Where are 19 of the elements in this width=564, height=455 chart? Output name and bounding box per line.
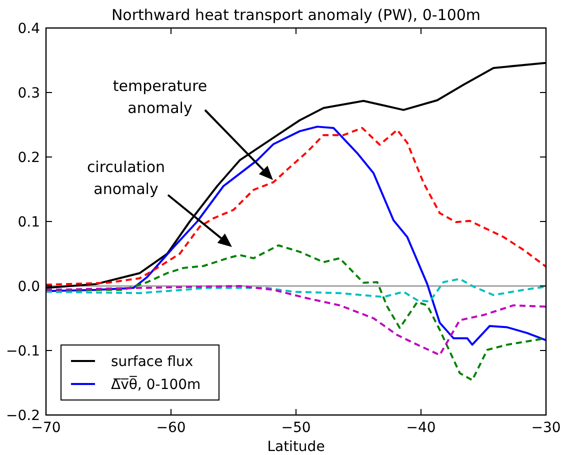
x-tick-label: −30 <box>531 420 561 436</box>
x-tick-label: −60 <box>156 420 186 436</box>
annotation: circulation anomaly <box>86 158 166 198</box>
chart-title: Northward heat transport anomaly (PW), 0-100m <box>111 6 481 24</box>
line-series <box>46 126 546 286</box>
y-tick-label: 0.3 <box>18 85 40 102</box>
y-tick-label: 0.2 <box>18 150 40 166</box>
x-tick-label: −50 <box>281 420 311 436</box>
x-tick-label: −40 <box>406 420 436 436</box>
y-tick-label: −0.1 <box>6 343 40 360</box>
x-axis-title: Latitude <box>267 439 325 455</box>
legend-label: Δ̅v̅θ̅, 0-100m <box>111 375 201 393</box>
y-tick-label: 0.4 <box>18 20 40 37</box>
y-tick-label: 0.0 <box>18 278 40 295</box>
annotation: temperature anomaly <box>112 77 208 117</box>
legend-label: surface flux <box>111 354 194 370</box>
line-series <box>46 278 546 302</box>
y-tick-label: 0.1 <box>18 214 40 230</box>
line-series <box>46 285 546 356</box>
